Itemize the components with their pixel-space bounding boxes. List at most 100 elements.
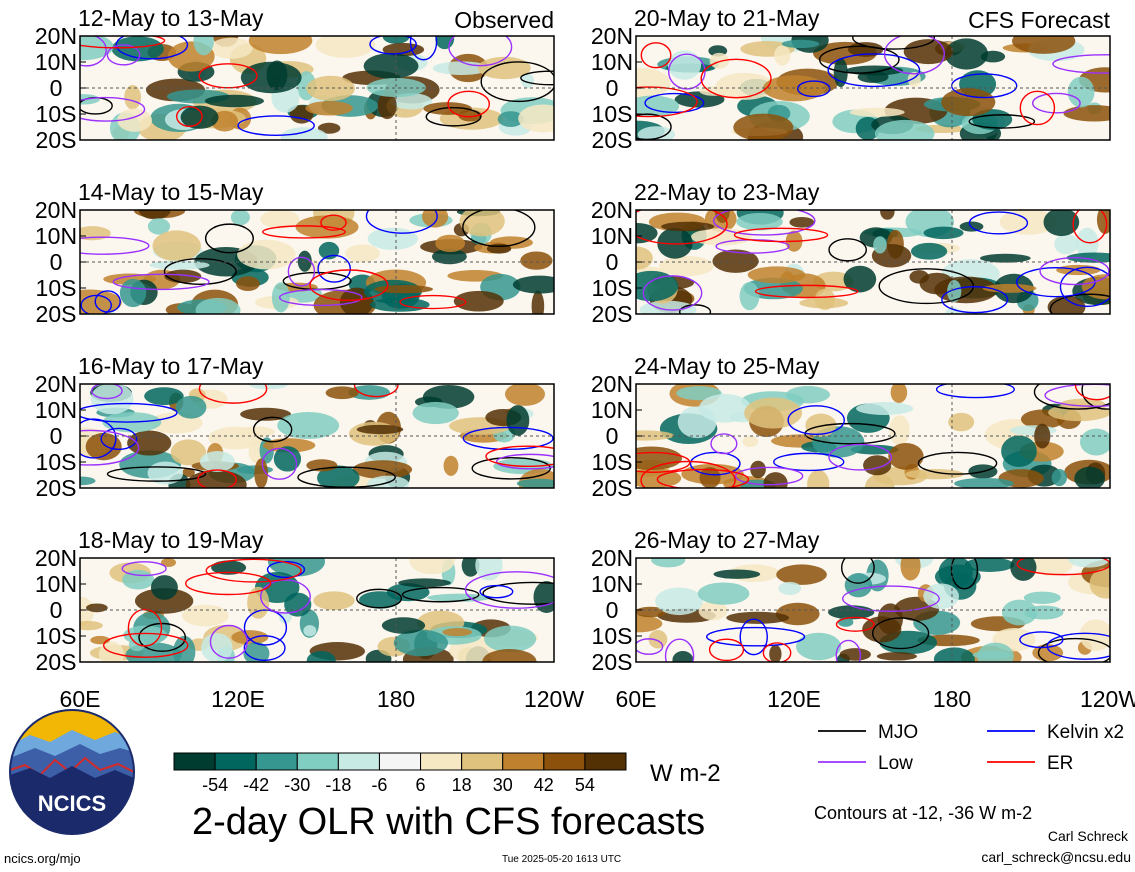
colorbar-swatch [378, 752, 422, 771]
olr-panel: 22-May to 23-May [634, 179, 1111, 315]
lat-tick-label: 0 [606, 249, 619, 275]
lat-tick-label: 10S [592, 101, 633, 127]
colorbar-tick-label: 42 [534, 775, 554, 795]
author-email: carl_schreck@ncsu.edu [981, 849, 1131, 865]
lat-tick-label: 20N [591, 197, 633, 223]
ncics-logo [9, 709, 135, 835]
contour-2 [1039, 256, 1110, 286]
lat-tick-label: 10S [592, 449, 633, 475]
contour-2 [121, 561, 167, 577]
contour-3 [309, 269, 389, 302]
contour-3 [708, 638, 745, 662]
contour-0 [871, 617, 930, 650]
lat-tick-label: 10S [36, 623, 77, 649]
contour-0 [471, 457, 551, 480]
olr-panel: 14-May to 15-May [78, 179, 555, 315]
contour-1 [941, 285, 1009, 314]
contour-1 [644, 92, 705, 114]
website-link[interactable]: ncics.org/mjo [4, 851, 81, 866]
legend: MJO Kelvin x2 Low ER [818, 722, 1124, 774]
contour-0 [950, 558, 979, 590]
contour-2 [80, 429, 140, 466]
colorbar-tick-label: -30 [284, 775, 310, 795]
lon-tick-label: 120W [1080, 686, 1135, 712]
lat-tick-label: 20S [36, 127, 77, 153]
contour-3 [176, 106, 203, 127]
lat-tick-label: 20N [35, 371, 77, 397]
olr-anomaly-field [636, 36, 1110, 140]
panel-date-label: 18-May to 19-May [78, 527, 264, 553]
colorbar-tick-label: 54 [575, 775, 595, 795]
contour-2 [80, 236, 150, 255]
contour-0 [401, 586, 480, 603]
colorbar-swatch [337, 752, 380, 771]
colorbar-tick-label: 30 [493, 775, 513, 795]
panel-date-label: 20-May to 21-May [634, 5, 820, 31]
contour-3 [700, 58, 772, 99]
lat-tick-label: 0 [50, 597, 63, 623]
column-header: Observed [454, 7, 554, 33]
contour-1 [935, 384, 1015, 399]
contour-1 [80, 418, 117, 459]
olr-anomaly-field [80, 558, 554, 662]
contour-0 [163, 257, 237, 286]
contour-2 [448, 36, 513, 67]
colorbar-tick-label: -54 [202, 775, 228, 795]
lat-tick-label: 0 [50, 75, 63, 101]
contour-note: Contours at -12, -36 W m-2 [814, 803, 1033, 823]
lat-tick-label: 20S [36, 301, 77, 327]
lat-tick-label: 20N [35, 197, 77, 223]
contour-3 [205, 558, 302, 583]
contour-3 [485, 445, 554, 468]
olr-panel: 16-May to 17-May [78, 353, 555, 489]
contour-1 [94, 290, 121, 313]
contour-0 [480, 61, 554, 103]
contour-3 [262, 225, 346, 239]
contour-0 [678, 304, 712, 314]
panel-grid: 12-May to 13-May Observed 14-May to 15-May… [78, 5, 1111, 663]
contour-3 [197, 469, 237, 488]
panel-date-label: 16-May to 17-May [78, 353, 264, 379]
contour-2 [636, 638, 664, 655]
contour-0 [425, 107, 482, 127]
contour-0 [462, 210, 536, 248]
contour-0 [356, 588, 403, 609]
olr-panel: 24-May to 25-May [634, 353, 1111, 489]
contour-3 [353, 384, 399, 398]
contour-1 [705, 626, 806, 647]
contour-2 [495, 453, 554, 470]
contour-2 [464, 571, 554, 609]
panel-date-label: 26-May to 27-May [634, 527, 820, 553]
contour-3 [636, 451, 691, 473]
lat-tick-label: 20N [591, 371, 633, 397]
contour-3 [320, 214, 347, 231]
contour-3 [733, 227, 829, 243]
lat-tick-label: 20S [36, 475, 77, 501]
contour-0 [917, 451, 998, 475]
olr-anomaly-field [80, 36, 554, 140]
contour-3 [198, 63, 258, 89]
contour-3 [636, 86, 698, 118]
contour-0 [482, 581, 554, 605]
contour-3 [185, 571, 272, 596]
lat-tick-label: 10N [35, 397, 77, 423]
contour-2 [90, 384, 123, 400]
contour-1 [409, 36, 438, 61]
contour-3 [399, 294, 467, 310]
contour-0 [828, 238, 867, 262]
logo-text: NCICS [38, 791, 106, 816]
contour-2 [112, 273, 210, 291]
colorbar-swatch [420, 752, 463, 771]
lon-tick-label: 120E [767, 686, 821, 712]
contour-1 [796, 80, 831, 98]
contour-1 [739, 618, 768, 656]
lat-tick-label: 0 [50, 249, 63, 275]
lat-tick-label: 10S [36, 449, 77, 475]
contour-3 [636, 210, 728, 245]
lat-tick-label: 10S [592, 275, 633, 301]
unit-label: W m-2 [650, 760, 721, 787]
contour-2 [278, 288, 363, 307]
contour-2 [828, 443, 893, 471]
lat-tick-label: 10S [592, 623, 633, 649]
contour-1 [115, 36, 189, 60]
